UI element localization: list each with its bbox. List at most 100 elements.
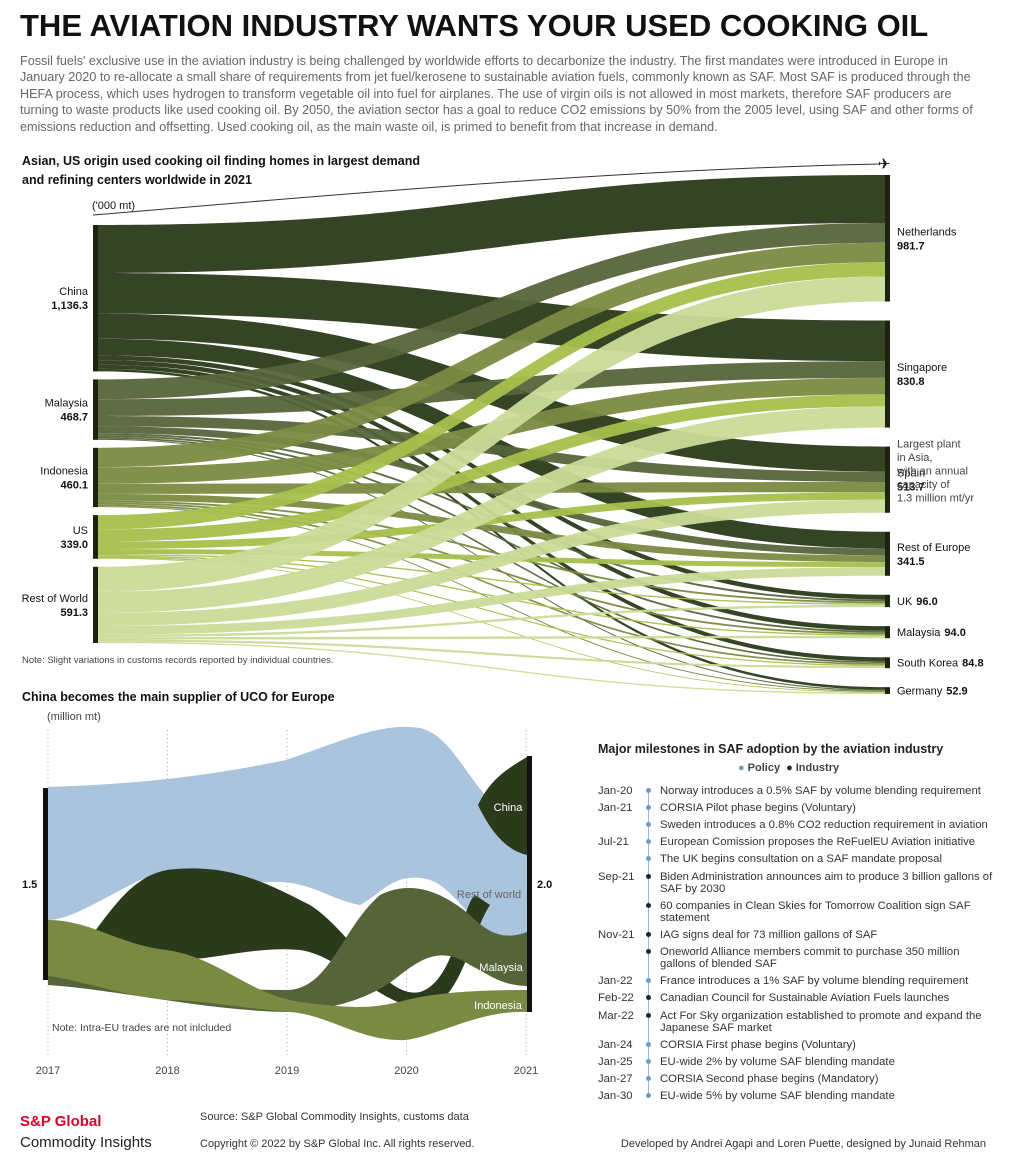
milestone-text: Sweden introduces a 0.8% CO2 reduction r… [660,818,988,831]
flow [98,500,885,604]
spacer [598,946,648,970]
milestone-text: France introduces a 1% SAF by volume ble… [660,975,969,988]
milestone-date: Mar-22 [598,1009,634,1022]
flow [98,635,885,640]
sankey-title: and refining centers worldwide in 2021 [22,173,252,187]
milestone: Jul-21 European Comission proposes the Re… [598,834,998,851]
target-label: Germany [897,686,943,698]
timeline-axis [648,788,649,1097]
flow [98,360,885,631]
flow [98,639,885,669]
source-bar [93,447,98,508]
milestone-date: Sep-21 [598,870,635,883]
source-value: 460.1 [60,479,88,491]
source-label: Rest of World [22,593,88,605]
total-label: 1.5 [22,879,37,891]
brand: S&P Global [20,1113,101,1130]
source-label: China [59,286,89,298]
total-bar [527,756,532,1012]
sankey-title: Asian, US origin used cooking oil findin… [22,154,420,168]
target-bar [885,687,890,694]
milestone-text: European Comission proposes the ReFuelEU… [660,836,976,849]
target-label: UK [897,596,913,608]
page-title: THE AVIATION INDUSTRY WANTS YOUR USED CO… [20,8,928,43]
milestone-date: Jul-21 [598,836,629,849]
flow [98,415,885,483]
milestone: The UK begins consultation on a SAF mand… [598,851,998,868]
flow [98,567,885,635]
stream-layer [48,920,527,1041]
target-bar [885,594,890,608]
milestone: Feb-22 Canadian Council for Sustainable A… [598,990,998,1007]
source-value: 468.7 [60,412,88,424]
year-label: 2020 [394,1065,418,1077]
spacer [598,900,648,924]
sankey-unit: ('000 mt) [92,200,135,212]
year-label: 2017 [36,1065,60,1077]
stream-note: Note: Intra-EU trades are not inlcluded [52,1022,231,1034]
source-bar [93,515,98,559]
milestone: Jan-30 EU-wide 5% by volume SAF blending … [598,1088,998,1105]
sankey: China 1,136.3 Malaysia 468.7 Indonesia 460.1 U… [22,175,984,698]
milestone: Jan-24 CORSIA First phase begins (Volunta… [598,1036,998,1053]
milestone-text: EU-wide 5% by volume SAF blending mandat… [660,1090,895,1103]
milestone-date: Jan-30 [598,1090,633,1103]
flow [98,406,885,613]
target-value: 513.7 [897,482,925,494]
milestone-dot [646,949,651,955]
stream-layer [48,868,490,1009]
milestone-date: Jan-20 [598,784,633,797]
milestone-dot [646,1041,651,1047]
legend-label: Industry [795,762,840,774]
stream-layer [478,757,527,855]
source-value: 1,136.3 [51,300,88,312]
layer-label: Rest of world [457,889,521,901]
source-bar [93,225,98,372]
annotation: capacity of [897,479,951,491]
total-label: 2.0 [537,879,552,891]
target-bar [885,320,890,428]
layer-label: China [494,802,524,814]
milestone: Oneworld Alliance members commit to purc… [598,944,998,973]
flow [98,499,885,626]
layer-label: Indonesia [474,1000,523,1012]
timeline-title: Major milestones in SAF adoption by the … [598,742,944,756]
stream: 2017 2018 2019 2020 2021 China Rest of world… [22,726,552,1077]
target-bar [885,175,890,302]
milestone-date: Feb-22 [598,992,634,1005]
milestone-date: Nov-21 [598,928,635,941]
flow [98,555,885,636]
milestone-text: Norway introduces a 0.5% SAF by volume b… [660,784,981,797]
milestone-date: Jan-27 [598,1073,633,1086]
milestone: Jan-27 CORSIA Second phase begins (Mandat… [598,1071,998,1088]
milestone-dot [646,856,651,862]
target-label: Spain [897,468,925,480]
flow [98,355,885,600]
milestone-text: IAG signs deal for 73 million gallons of… [660,928,878,941]
year-label: 2018 [155,1065,179,1077]
milestone-dot [646,1012,651,1018]
milestone-dot [646,902,651,908]
target-value: 830.8 [897,376,925,388]
flow [98,504,885,665]
flow [98,482,885,494]
target-label: Rest of Europe [897,542,970,554]
milestone-dot [646,995,651,1001]
flow [98,175,885,273]
target-value: 52.9 [946,686,967,698]
flow [98,493,885,563]
stream-layer [48,726,527,950]
flight-path [92,163,881,216]
source-label: Indonesia [40,465,89,477]
milestone-text: 60 companies in Clean Skies for Tomorrow… [660,899,971,924]
milestone-dot [646,1093,651,1099]
milestone-text: Biden Administration announces aim to pr… [660,870,993,895]
year-label: 2021 [514,1065,538,1077]
flow [98,604,885,638]
target-value: 96.0 [916,596,937,608]
milestone: 60 companies in Clean Skies for Tomorrow… [598,897,998,926]
source-value: 339.0 [60,539,88,551]
total-bar [43,788,48,980]
flow [98,437,885,664]
